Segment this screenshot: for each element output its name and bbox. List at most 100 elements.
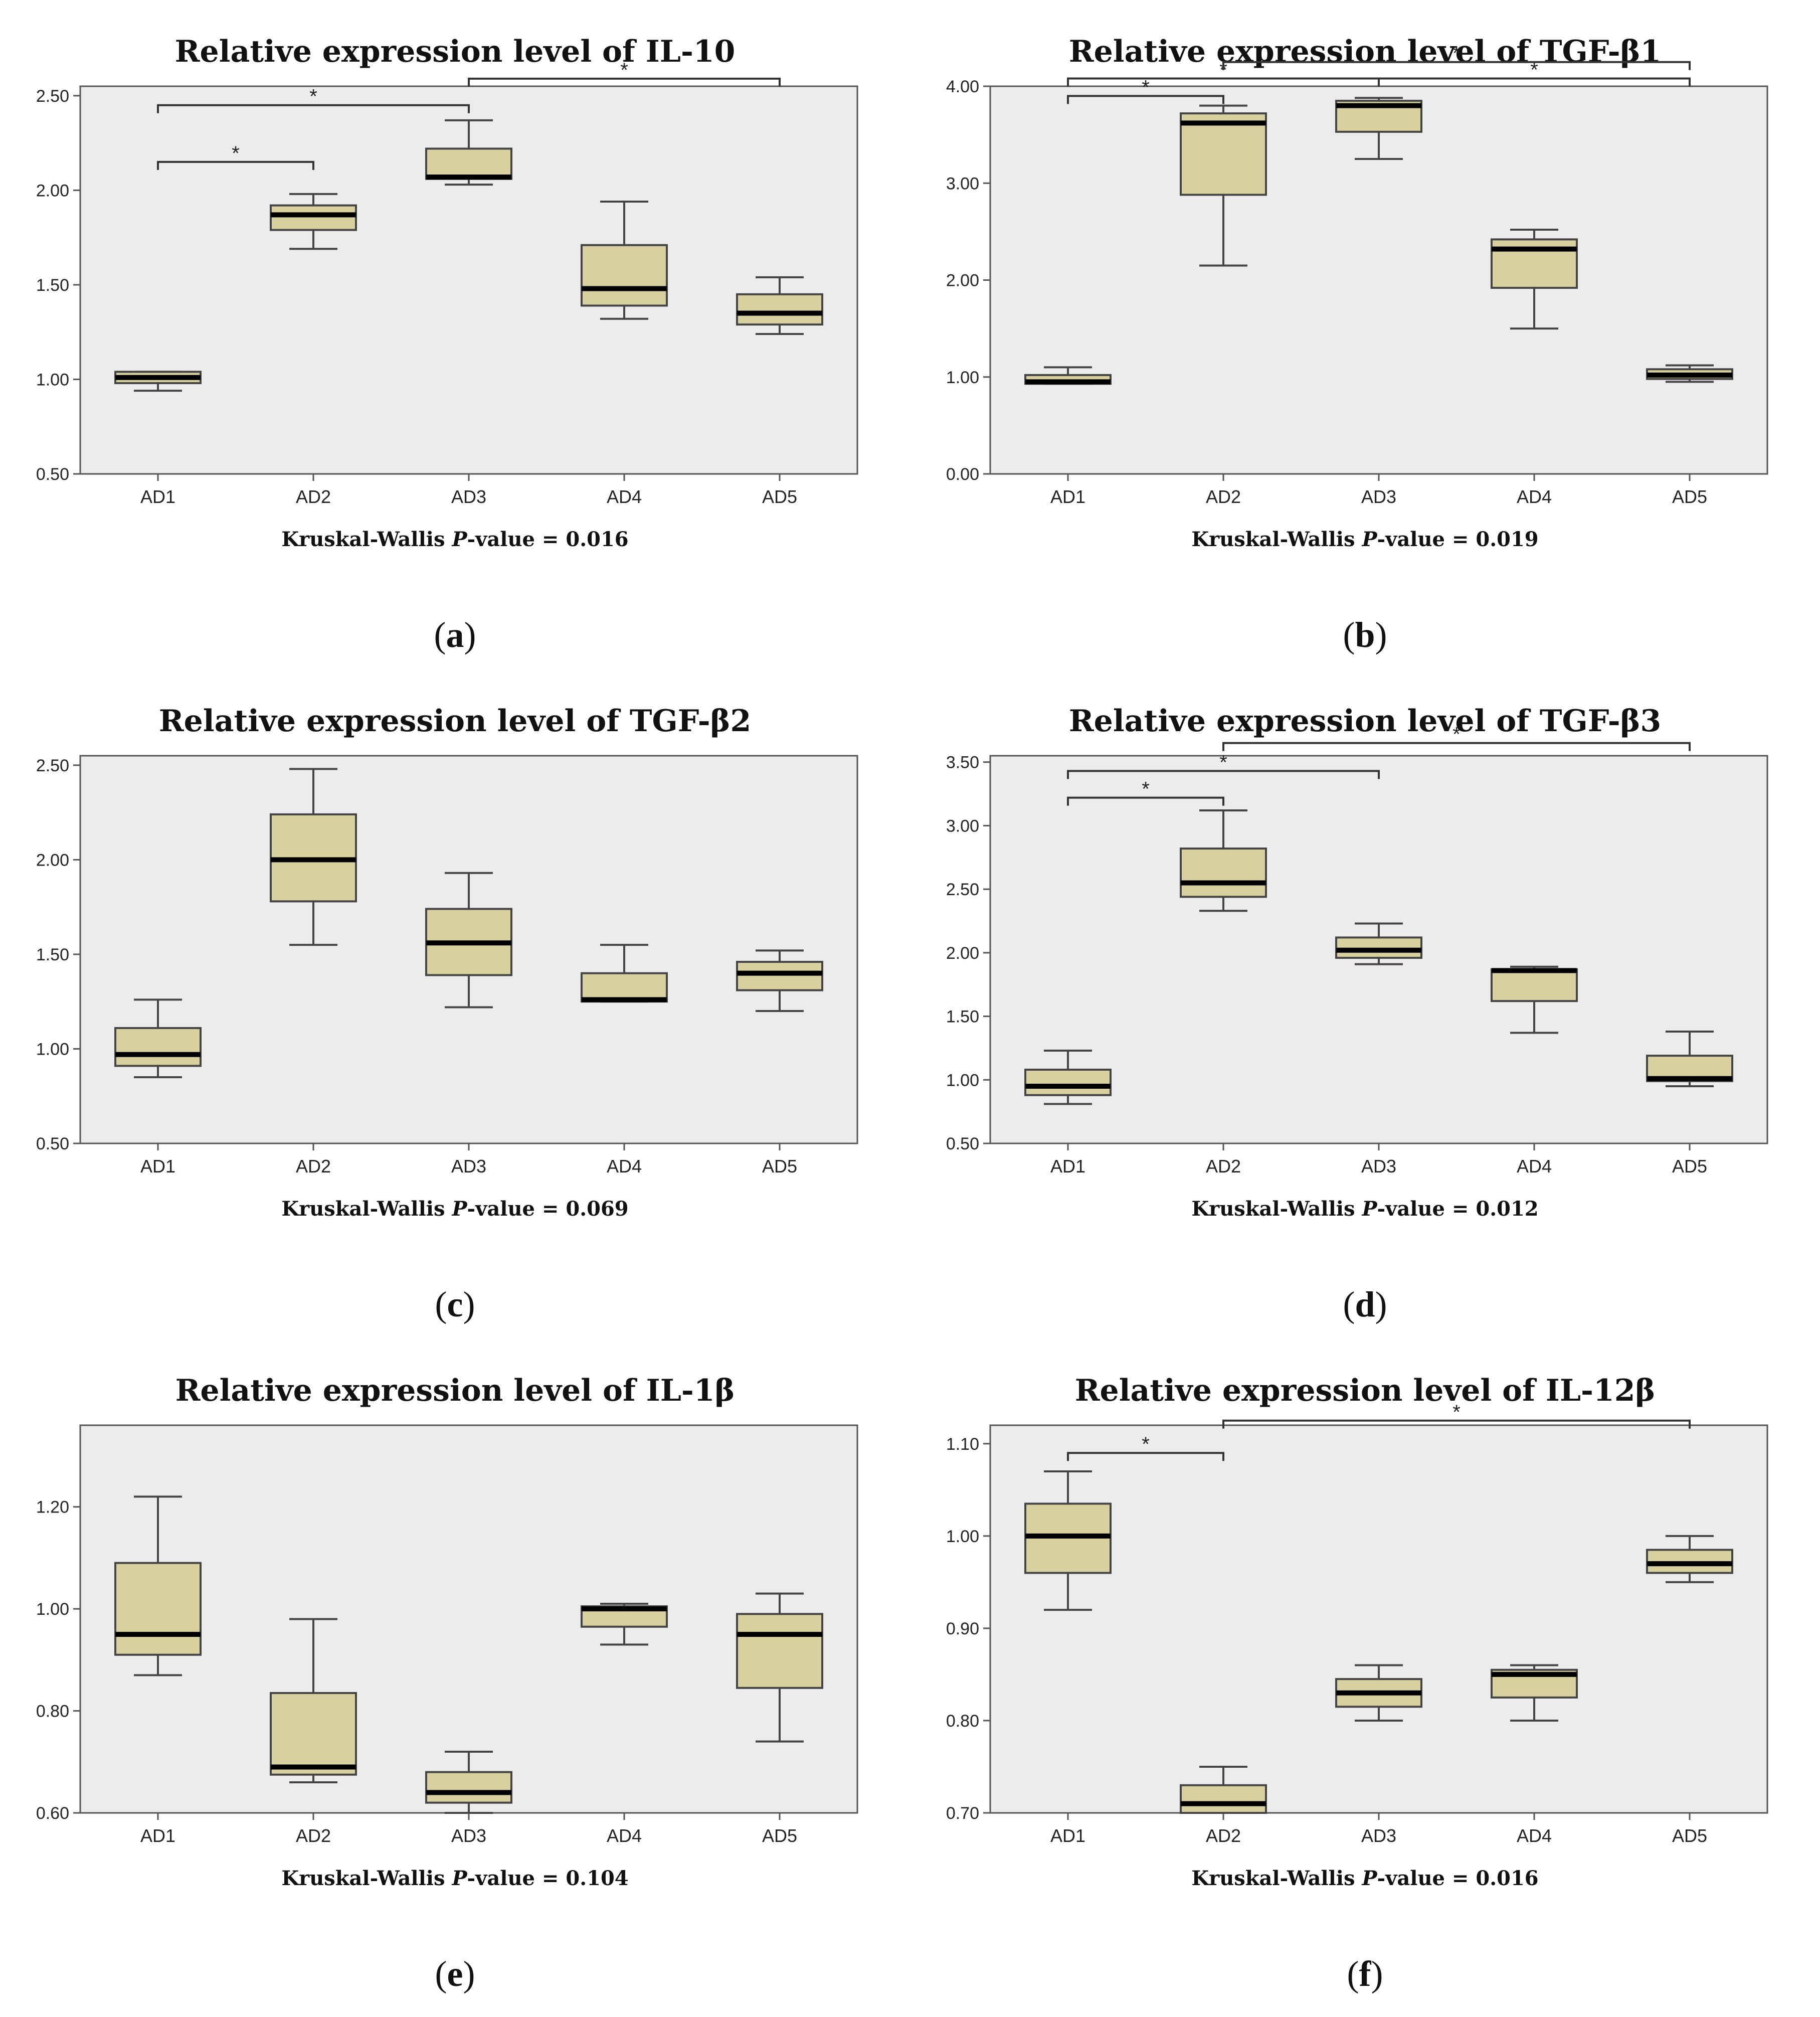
x-tick-label: AD4 xyxy=(1517,486,1552,507)
significance-star: * xyxy=(1452,724,1461,746)
box-ad3 xyxy=(425,147,512,180)
significance-bracket: * xyxy=(1222,724,1691,751)
box-ad3 xyxy=(1335,936,1422,959)
x-tick-label: AD2 xyxy=(1206,1825,1241,1846)
y-tick-label: 3.00 xyxy=(946,174,979,193)
p-value: 0.069 xyxy=(566,1197,629,1221)
x-tick-label: AD4 xyxy=(607,486,642,507)
x-tick-label: AD2 xyxy=(296,486,331,507)
bracket-line xyxy=(1067,95,1224,104)
bracket-line xyxy=(468,77,781,87)
boxplot-chart-a: 0.50 1.00 1.50 2.00 2.50 AD1 AD2 AD3 AD4 AD5 * * * xyxy=(36,59,858,507)
box-ad4 xyxy=(581,972,668,1003)
y-tick-label: 2.50 xyxy=(36,87,69,106)
significance-star: * xyxy=(1530,59,1538,81)
box-ad1 xyxy=(114,1027,202,1067)
box-ad4 xyxy=(1491,968,1578,1002)
significance-star: * xyxy=(1142,778,1150,800)
x-tick-label: AD1 xyxy=(1050,1156,1085,1176)
box-ad5 xyxy=(736,1613,823,1689)
panel-d: Relative expression level of TGF-β3 0.50… xyxy=(910,669,1820,1336)
plot-area xyxy=(989,1424,1768,1814)
x-tick-label: AD3 xyxy=(451,486,486,507)
p-value: 0.019 xyxy=(1476,528,1539,551)
y-tick-label: 1.20 xyxy=(36,1498,69,1517)
bracket-line xyxy=(157,160,314,170)
significance-star: * xyxy=(1142,76,1150,98)
x-tick-label: AD4 xyxy=(1517,1825,1552,1846)
box-ad5 xyxy=(736,961,823,991)
box-ad2 xyxy=(270,204,357,231)
x-tick-label: AD1 xyxy=(140,1825,175,1846)
panel-a: Relative expression level of IL-10 0.50 1… xyxy=(0,0,910,667)
caption-prefix: Kruskal-Wallis xyxy=(1191,1867,1362,1890)
significance-bracket: * xyxy=(1067,778,1224,806)
kruskal-wallis-caption: Kruskal-Wallis P-value = 0.012 xyxy=(910,1197,1820,1221)
x-tick-label: AD2 xyxy=(296,1825,331,1846)
box-ad4 xyxy=(581,244,668,307)
bracket-line xyxy=(1222,742,1691,751)
box-ad1 xyxy=(114,1562,202,1656)
panel-label: (d) xyxy=(1343,1284,1387,1324)
panel-label: (e) xyxy=(435,1954,475,1994)
x-tick-label: AD5 xyxy=(762,1156,797,1176)
p-value: 0.104 xyxy=(566,1867,629,1890)
chart-title: Relative expression level of IL-12β xyxy=(1074,1373,1656,1408)
panel-letter-text: c xyxy=(447,1284,463,1324)
bracket-line xyxy=(1067,796,1224,806)
x-tick-label: AD5 xyxy=(1672,486,1707,507)
x-tick-label: AD5 xyxy=(762,486,797,507)
y-tick-label: 1.10 xyxy=(946,1435,979,1454)
y-tick-label: 0.70 xyxy=(946,1804,979,1823)
kruskal-wallis-caption: Kruskal-Wallis P-value = 0.019 xyxy=(910,528,1820,551)
x-tick-label: AD3 xyxy=(1361,486,1396,507)
caption-prefix: Kruskal-Wallis xyxy=(281,1197,452,1221)
x-tick-label: AD3 xyxy=(451,1825,486,1846)
bracket-line xyxy=(1222,61,1691,70)
y-tick-label: 1.00 xyxy=(946,1071,979,1090)
y-tick-label: 2.00 xyxy=(946,944,979,963)
y-tick-label: 1.00 xyxy=(946,368,979,387)
y-tick-label: 1.50 xyxy=(36,945,69,964)
panel-letter-text: b xyxy=(1355,615,1375,655)
chart-title: Relative expression level of TGF-β3 xyxy=(1068,704,1662,739)
bracket-line xyxy=(157,104,470,113)
x-tick-label: AD5 xyxy=(1672,1825,1707,1846)
significance-bracket: * xyxy=(1067,1433,1224,1461)
x-tick-label: AD4 xyxy=(1517,1156,1552,1176)
p-value: 0.016 xyxy=(566,528,629,551)
y-tick-label: 0.50 xyxy=(36,1134,69,1153)
x-tick-label: AD3 xyxy=(451,1156,486,1176)
caption-prefix: Kruskal-Wallis xyxy=(281,1867,452,1890)
y-tick-label: 0.80 xyxy=(946,1712,979,1731)
significance-star: * xyxy=(309,86,317,108)
box-ad3 xyxy=(425,1771,512,1804)
significance-bracket: * xyxy=(1067,76,1224,104)
y-tick-label: 0.90 xyxy=(946,1619,979,1638)
x-tick-label: AD4 xyxy=(607,1156,642,1176)
x-tick-label: AD1 xyxy=(1050,486,1085,507)
caption-mid: -value = xyxy=(467,528,566,551)
caption-p: P xyxy=(1362,528,1377,551)
kruskal-wallis-caption: Kruskal-Wallis P-value = 0.016 xyxy=(0,528,910,551)
box-ad1 xyxy=(1024,1069,1112,1096)
caption-mid: -value = xyxy=(1377,1867,1476,1890)
significance-bracket: * xyxy=(1378,59,1691,87)
x-tick-label: AD1 xyxy=(140,486,175,507)
caption-p: P xyxy=(452,1867,467,1890)
y-tick-label: 1.00 xyxy=(36,1600,69,1619)
bracket-line xyxy=(1067,1452,1224,1461)
significance-bracket: * xyxy=(1222,1401,1691,1429)
panel-letter-text: a xyxy=(446,615,464,655)
panel-label: (c) xyxy=(435,1284,475,1324)
y-tick-label: 2.00 xyxy=(946,271,979,290)
caption-p: P xyxy=(1362,1197,1377,1221)
x-tick-label: AD2 xyxy=(1206,1156,1241,1176)
kruskal-wallis-caption: Kruskal-Wallis P-value = 0.016 xyxy=(910,1867,1820,1890)
significance-star: * xyxy=(620,59,628,81)
y-tick-label: 1.50 xyxy=(36,276,69,295)
caption-prefix: Kruskal-Wallis xyxy=(1191,1197,1362,1221)
boxplot-chart-d: 0.50 1.00 1.50 2.00 2.50 3.00 3.50 AD1 AD2 AD3 AD4… xyxy=(946,724,1768,1176)
kruskal-wallis-caption: Kruskal-Wallis P-value = 0.069 xyxy=(0,1197,910,1221)
